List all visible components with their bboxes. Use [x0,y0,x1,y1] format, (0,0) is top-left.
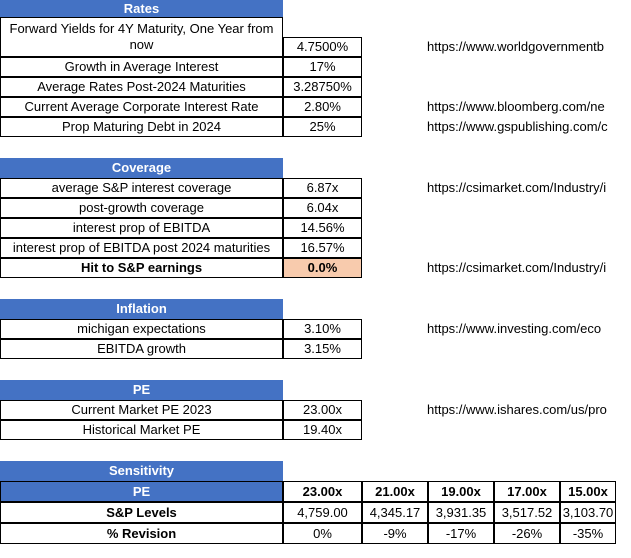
sensitivity-pe-cell[interactable]: 21.00x [362,481,428,502]
rates-header: Rates [0,0,283,17]
inflation-michigan-label[interactable]: michigan expectations [0,319,283,339]
coverage-post-growth-value[interactable]: 6.04x [283,198,362,218]
pe-current-url[interactable]: https://www.ishares.com/us/pro [427,402,607,418]
coverage-interest-prop-post-value[interactable]: 16.57% [283,238,362,258]
coverage-avg-label[interactable]: average S&P interest coverage [0,178,283,198]
pe-historical-label[interactable]: Historical Market PE [0,420,283,440]
inflation-ebitda-value[interactable]: 3.15% [283,339,362,359]
rates-corporate-label[interactable]: Current Average Corporate Interest Rate [0,97,283,117]
rates-post2024-label[interactable]: Average Rates Post-2024 Maturities [0,77,283,97]
sensitivity-levels-row-label: S&P Levels [0,502,283,523]
coverage-interest-prop-label[interactable]: interest prop of EBITDA [0,218,283,238]
coverage-avg-value[interactable]: 6.87x [283,178,362,198]
sensitivity-revision-row-label: % Revision [0,523,283,544]
coverage-interest-prop-post-label[interactable]: interest prop of EBITDA post 2024 maturi… [0,238,283,258]
sensitivity-pe-cell[interactable]: 17.00x [494,481,560,502]
rates-growth-value[interactable]: 17% [283,57,362,77]
rates-corporate-url[interactable]: https://www.bloomberg.com/ne [427,99,605,115]
pe-current-value[interactable]: 23.00x [283,400,362,420]
rates-corporate-value[interactable]: 2.80% [283,97,362,117]
pe-header: PE [0,380,283,400]
rates-forward-yields-label-line1: Forward Yields for 4Y Maturity, One Year… [9,21,274,37]
rates-row-forward-yields-label[interactable]: Forward Yields for 4Y Maturity, One Year… [0,17,283,57]
rates-forward-yields-url[interactable]: https://www.worldgovernmentb [427,39,605,55]
inflation-header: Inflation [0,299,283,319]
rates-maturing-url[interactable]: https://www.gspublishing.com/c [427,119,608,135]
coverage-interest-prop-value[interactable]: 14.56% [283,218,362,238]
sensitivity-pe-cell[interactable]: 23.00x [283,481,362,502]
sensitivity-revision-cell[interactable]: 0% [283,523,362,544]
sensitivity-pe-row-label: PE [0,481,283,502]
sensitivity-pe-cell[interactable]: 19.00x [428,481,494,502]
sensitivity-level-cell[interactable]: 4,759.00 [283,502,362,523]
pe-current-label[interactable]: Current Market PE 2023 [0,400,283,420]
coverage-avg-url[interactable]: https://csimarket.com/Industry/i [427,180,607,196]
sensitivity-level-cell[interactable]: 3,931.35 [428,502,494,523]
sensitivity-level-cell[interactable]: 3,517.52 [494,502,560,523]
rates-forward-yields-value[interactable]: 4.7500% [283,37,362,57]
sensitivity-revision-cell[interactable]: -9% [362,523,428,544]
sensitivity-level-cell[interactable]: 3,103.70 [560,502,616,523]
sensitivity-revision-cell[interactable]: -17% [428,523,494,544]
sensitivity-pe-cell[interactable]: 15.00x [560,481,616,502]
rates-growth-label[interactable]: Growth in Average Interest [0,57,283,77]
rates-maturing-label[interactable]: Prop Maturing Debt in 2024 [0,117,283,137]
sensitivity-revision-cell[interactable]: -35% [560,523,616,544]
sensitivity-revision-cell[interactable]: -26% [494,523,560,544]
coverage-hit-url[interactable]: https://csimarket.com/Industry/i [427,260,607,276]
rates-forward-yields-label-line2: now [129,37,154,52]
rates-maturing-value[interactable]: 25% [283,117,362,137]
coverage-hit-value[interactable]: 0.0% [283,258,362,278]
coverage-hit-label[interactable]: Hit to S&P earnings [0,258,283,278]
sensitivity-header: Sensitivity [0,461,283,481]
rates-post2024-value[interactable]: 3.28750% [283,77,362,97]
pe-historical-value[interactable]: 19.40x [283,420,362,440]
inflation-ebitda-label[interactable]: EBITDA growth [0,339,283,359]
sensitivity-level-cell[interactable]: 4,345.17 [362,502,428,523]
coverage-header: Coverage [0,158,283,178]
coverage-post-growth-label[interactable]: post-growth coverage [0,198,283,218]
inflation-michigan-url[interactable]: https://www.investing.com/eco [427,321,602,337]
inflation-michigan-value[interactable]: 3.10% [283,319,362,339]
